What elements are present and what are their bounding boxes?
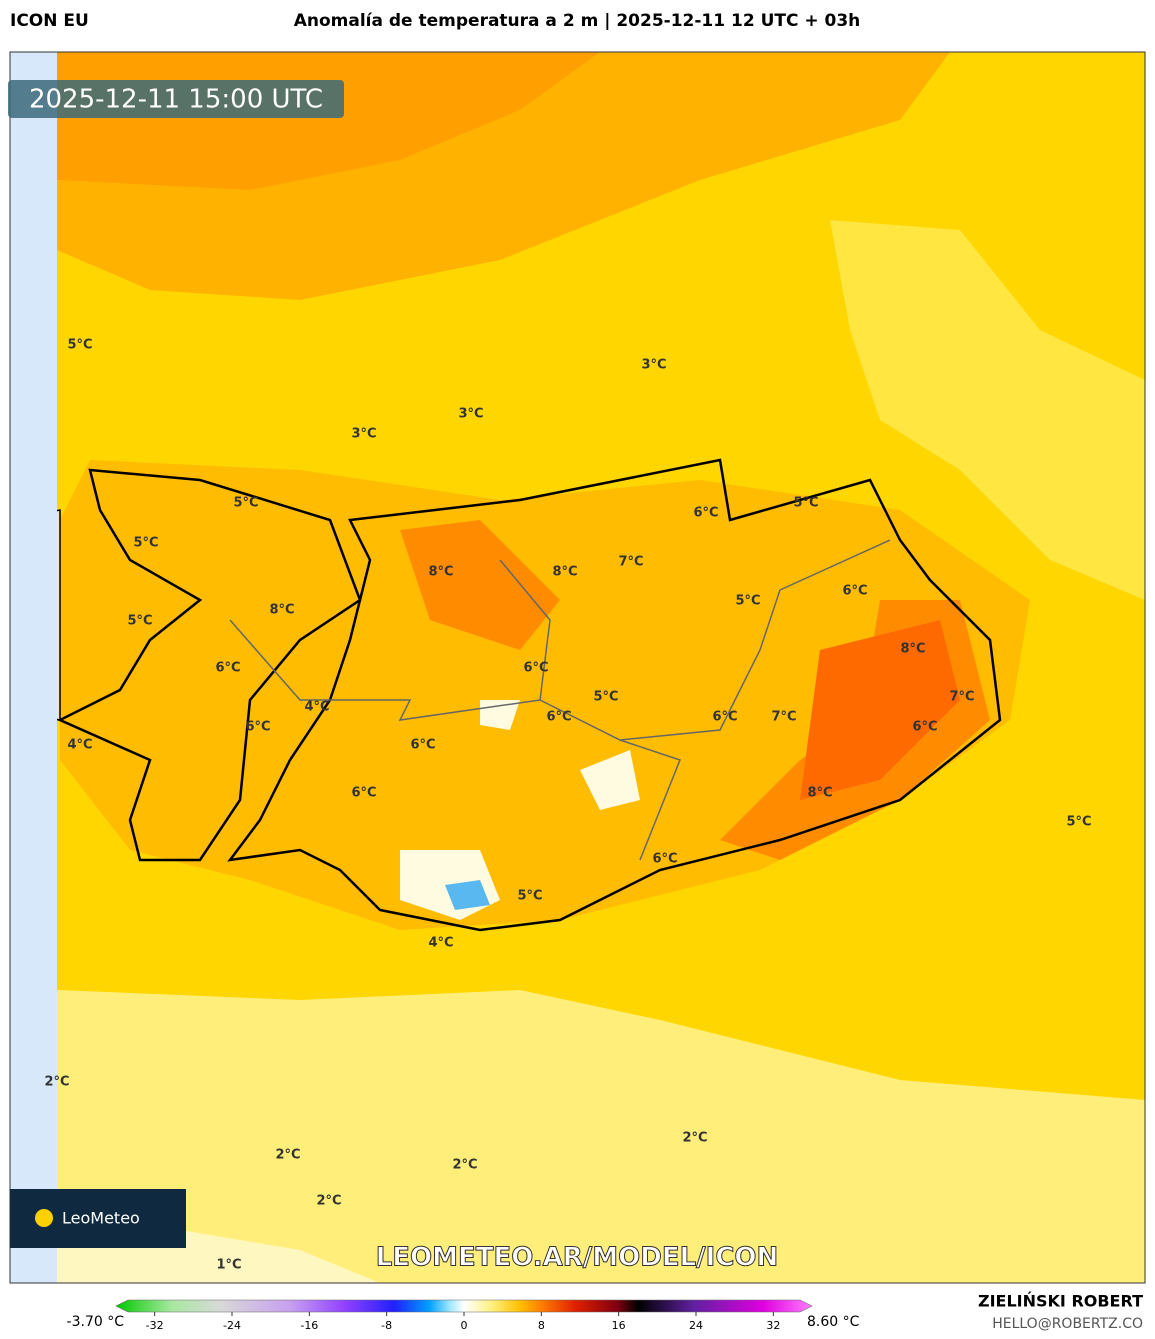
contour-label: 3°C	[351, 427, 376, 442]
contour-label: 2°C	[452, 1158, 477, 1173]
map-title: Anomalía de temperatura a 2 m | 2025-12-…	[294, 11, 861, 31]
contour-label: 8°C	[428, 565, 453, 580]
contour-label: 8°C	[269, 603, 294, 618]
contour-label: 5°C	[127, 614, 152, 629]
timestamp-box	[8, 80, 344, 118]
contour-label: 6°C	[351, 786, 376, 801]
contour-label: 4°C	[304, 700, 329, 715]
contour-label: 5°C	[1066, 815, 1091, 830]
contour-label: 6°C	[652, 852, 677, 867]
logo-text: LeoMeteo	[62, 1209, 140, 1228]
contour-label: 6°C	[410, 738, 435, 753]
colorbar-tick-label: 0	[461, 1319, 468, 1332]
contour-label: 4°C	[428, 936, 453, 951]
map: 5°C 3°C 3°C 3°C 5°C 5°C 6°C 5°C 8°C 8°C 7°C 6°C 5°C 8…	[10, 52, 1145, 1283]
contour-label: 6°C	[215, 661, 240, 676]
colorbar-tick-label: -16	[300, 1319, 318, 1332]
contour-label: 6°C	[523, 661, 548, 676]
contour-label: 2°C	[682, 1131, 707, 1146]
contour-label: 5°C	[793, 496, 818, 511]
contour-label: 5°C	[67, 338, 92, 353]
colorbar-tick-label: -32	[146, 1319, 164, 1332]
contour-label: 4°C	[67, 738, 92, 753]
colorbar-tick-label: -8	[381, 1319, 392, 1332]
timestamp: 2025-12-11 15:00 UTC	[29, 85, 323, 115]
contour-label: 5°C	[233, 496, 258, 511]
contour-label: 2°C	[44, 1075, 69, 1090]
contour-label: 5°C	[593, 690, 618, 705]
contour-label: 1°C	[216, 1258, 241, 1273]
contour-label: 7°C	[949, 690, 974, 705]
contour-label: 6°C	[546, 710, 571, 725]
model-name: ICON EU	[10, 11, 89, 31]
contour-label: 6°C	[842, 584, 867, 599]
contour-label: 6°C	[245, 720, 270, 735]
contour-label: 7°C	[618, 555, 643, 570]
contour-label: 2°C	[275, 1148, 300, 1163]
contour-label: 5°C	[735, 594, 760, 609]
contour-label: 5°C	[517, 889, 542, 904]
contour-label: 5°C	[133, 536, 158, 551]
contour-label: 8°C	[900, 642, 925, 657]
contour-label: 3°C	[458, 407, 483, 422]
contour-label: 6°C	[712, 710, 737, 725]
author: ZIELIŃSKI ROBERT	[978, 1292, 1143, 1311]
map-frame	[9, 51, 1146, 1284]
contour-label: 8°C	[807, 786, 832, 801]
colorbar-tick-label: 32	[766, 1319, 780, 1332]
colorbar	[115, 1299, 813, 1313]
contour-label: 6°C	[693, 506, 718, 521]
contour-label: 2°C	[316, 1194, 341, 1209]
colorbar-min: -3.70 °C	[67, 1314, 125, 1330]
contour-label: 6°C	[912, 720, 937, 735]
colorbar-tick-label: 16	[612, 1319, 626, 1332]
email: HELLO@ROBERTZ.CO	[992, 1316, 1143, 1332]
contour-label: 3°C	[641, 358, 666, 373]
colorbar-tick-label: 24	[689, 1319, 703, 1332]
logo-sun	[35, 1209, 53, 1227]
colorbar-max: 8.60 °C	[807, 1314, 860, 1330]
contour-label: 8°C	[552, 565, 577, 580]
contour-label: 7°C	[771, 710, 796, 725]
colorbar-tick-label: -24	[223, 1319, 241, 1332]
colorbar-tick-label: 8	[538, 1319, 545, 1332]
watermark: LEOMETEO.AR/MODEL/ICON	[376, 1243, 779, 1273]
